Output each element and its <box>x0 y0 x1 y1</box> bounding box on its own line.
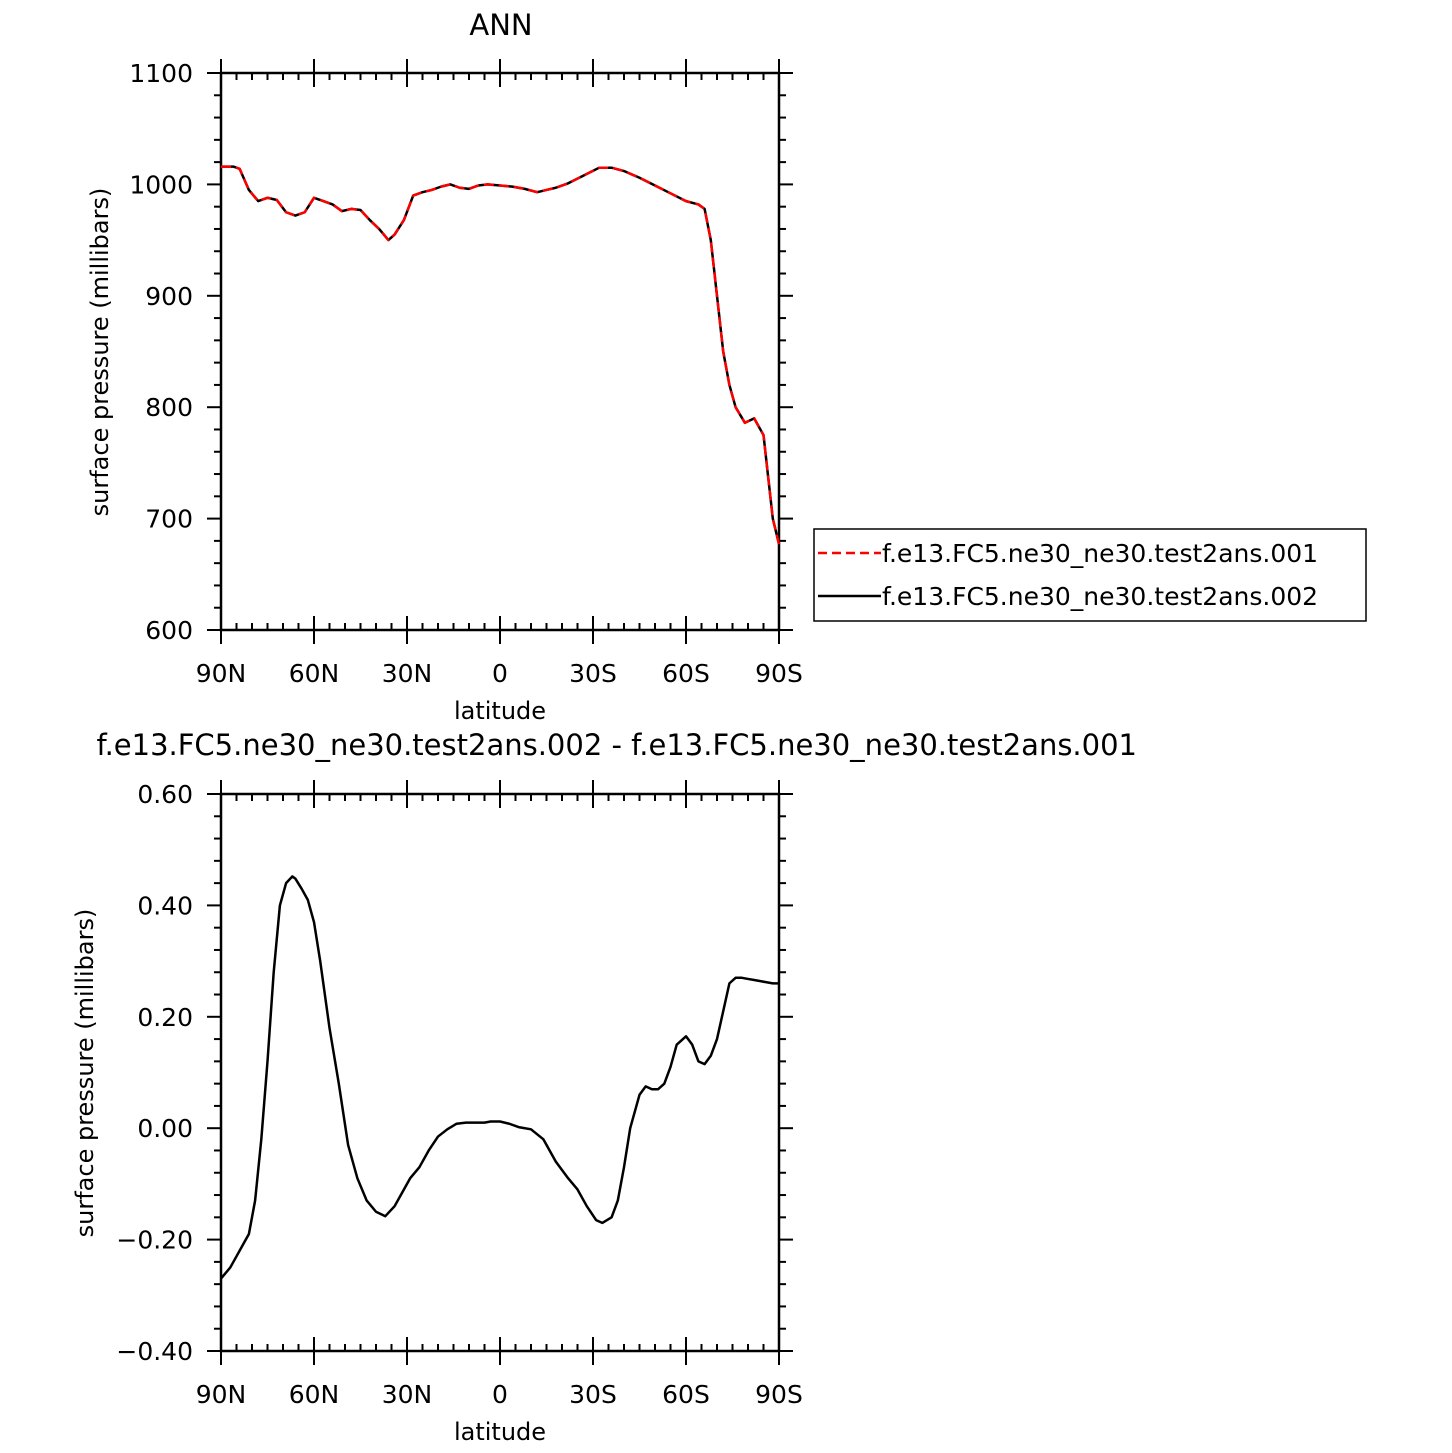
top-series-line-1 <box>221 165 781 545</box>
top-y-axis-label: surface pressure (millibars) <box>86 188 114 517</box>
legend-box <box>813 528 1367 622</box>
top-series-line-2 <box>221 165 781 545</box>
top-x-tick-label: 0 <box>492 659 508 688</box>
top-x-tick-label: 90N <box>196 659 247 688</box>
top-y-tick-label: 700 <box>145 505 193 534</box>
top-x-tick-label: 30S <box>569 659 617 688</box>
bottom-panel: f.e13.FC5.ne30_ne30.test2ans.002 - f.e13… <box>71 728 1137 1446</box>
bottom-plot-frame <box>219 792 781 1353</box>
bottom-x-tick-label: 60N <box>289 1380 340 1409</box>
top-plot-area: 90N 60N 30N 0 30S 60S 90S 600 700 800 900 1000 1100 <box>129 59 803 688</box>
bottom-x-tick-label: 90S <box>755 1380 803 1409</box>
top-y-tick-label: 900 <box>145 282 193 311</box>
bottom-x-tick-label: 60S <box>662 1380 710 1409</box>
top-x-tick-label: 90S <box>755 659 803 688</box>
top-panel: ANN 90N 60N 30N 0 30S 60S 90S 600 700 800 900 1000 1… <box>86 8 1367 725</box>
bottom-plot-area: 90N 60N 30N 0 30S 60S 90S −0.40 −0.20 0.00 0.20 0.4… <box>116 780 803 1409</box>
top-y-tick-label: 1100 <box>129 59 193 88</box>
bottom-y-tick-label: 0.00 <box>137 1114 193 1143</box>
top-x-tick-label: 60N <box>289 659 340 688</box>
top-plot-frame <box>219 71 781 632</box>
bottom-x-tick-label: 30N <box>382 1380 433 1409</box>
legend-label-001: f.e13.FC5.ne30_ne30.test2ans.001 <box>882 539 1318 568</box>
bottom-y-tick-label: 0.60 <box>137 780 193 809</box>
bottom-y-tick-label: −0.20 <box>116 1226 193 1255</box>
legend-label-002: f.e13.FC5.ne30_ne30.test2ans.002 <box>882 582 1318 611</box>
top-x-tick-label: 30N <box>382 659 433 688</box>
bottom-x-axis-label: latitude <box>454 1418 546 1446</box>
top-chart-title: ANN <box>469 8 532 42</box>
bottom-chart-title: f.e13.FC5.ne30_ne30.test2ans.002 - f.e13… <box>96 728 1137 762</box>
bottom-y-tick-label: 0.20 <box>137 1003 193 1032</box>
top-y-tick-label: 800 <box>145 393 193 422</box>
bottom-x-tick-label: 30S <box>569 1380 617 1409</box>
bottom-x-tick-label: 0 <box>492 1380 508 1409</box>
top-y-tick-label: 1000 <box>129 170 193 199</box>
legend: f.e13.FC5.ne30_ne30.test2ans.001 f.e13.F… <box>813 528 1367 622</box>
bottom-y-tick-label: −0.40 <box>116 1337 193 1366</box>
bottom-y-axis-label: surface pressure (millibars) <box>71 909 99 1238</box>
top-x-axis-label: latitude <box>454 697 546 725</box>
top-y-tick-label: 600 <box>145 616 193 645</box>
bottom-x-tick-label: 90N <box>196 1380 247 1409</box>
bottom-series-line-1 <box>220 875 779 1280</box>
top-x-tick-label: 60S <box>662 659 710 688</box>
bottom-y-tick-label: 0.40 <box>137 891 193 920</box>
